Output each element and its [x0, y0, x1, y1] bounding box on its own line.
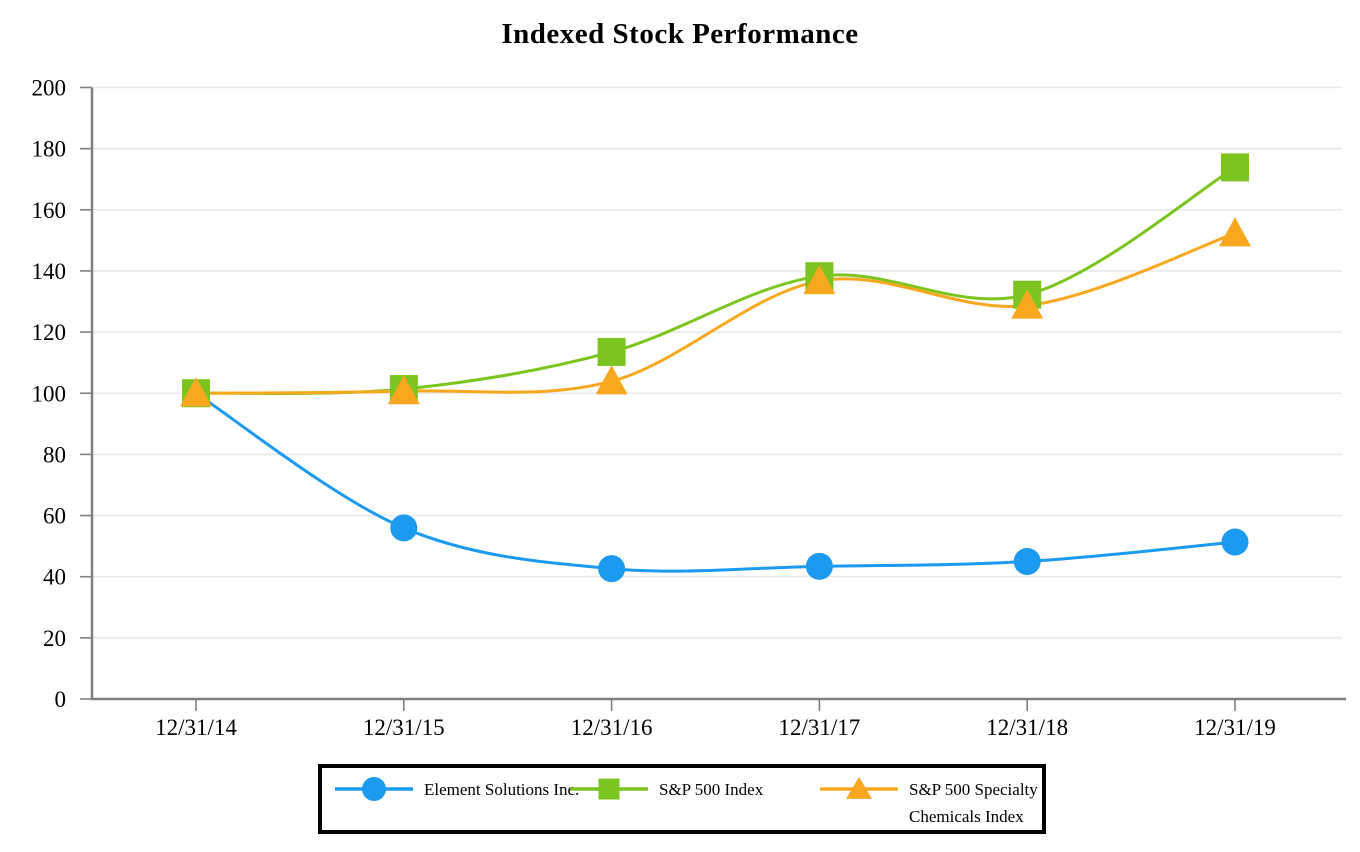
- legend: Element Solutions Inc. S&P 500 Index S&P 5…: [318, 764, 1046, 834]
- legend-marker-circle: [362, 777, 386, 801]
- series-line-0: [194, 391, 1237, 573]
- legend-triangle-swatch: [820, 777, 898, 799]
- y-axis-label: 40: [43, 565, 66, 590]
- y-axis-label: 160: [32, 198, 67, 223]
- x-axis-label: 12/31/19: [1194, 715, 1276, 740]
- data-point-circle-0-1: [390, 514, 418, 542]
- y-axis-label: 200: [32, 76, 67, 101]
- legend-square-swatch: [570, 778, 648, 800]
- x-axis-label: 12/31/18: [986, 715, 1068, 740]
- legend-label: Element Solutions Inc.: [424, 776, 579, 803]
- data-point-triangle-2-2: [595, 365, 628, 395]
- y-axis-label: 140: [32, 259, 67, 284]
- legend-marker-triangle: [846, 777, 872, 799]
- data-point-triangle-2-4: [1011, 289, 1044, 319]
- data-point-square-1-2: [597, 337, 626, 366]
- x-axis-label: 12/31/16: [571, 715, 653, 740]
- x-axis-label: 12/31/15: [363, 715, 445, 740]
- data-point-circle-0-3: [805, 552, 833, 580]
- y-axis-label: 180: [32, 137, 67, 162]
- x-axis-label: 12/31/17: [779, 715, 861, 740]
- legend-entry-0: Element Solutions Inc.: [333, 775, 579, 803]
- data-point-square-1-5: [1221, 153, 1249, 182]
- series-line-2: [194, 231, 1237, 395]
- data-point-circle-0-5: [1221, 528, 1249, 556]
- legend-label: S&P 500 Index: [659, 776, 763, 803]
- legend-label-line: S&P 500 Specialty: [909, 780, 1038, 799]
- data-point-circle-0-4: [1013, 547, 1041, 575]
- data-point-triangle-2-1: [387, 375, 420, 405]
- series-line-1: [194, 165, 1237, 395]
- legend-marker-square: [598, 778, 620, 800]
- data-point-triangle-2-0: [180, 377, 212, 407]
- y-axis-label: 0: [55, 687, 67, 712]
- x-axis-label: 12/31/14: [155, 715, 237, 740]
- legend-label: S&P 500 Specialty Chemicals Index: [909, 776, 1038, 830]
- legend-label-line: S&P 500 Index: [659, 780, 764, 799]
- y-axis-label: 60: [43, 504, 66, 529]
- data-point-triangle-2-3: [803, 265, 836, 295]
- legend-label-line: Chemicals Index: [909, 807, 1024, 826]
- data-point-circle-0-2: [598, 555, 626, 583]
- y-axis-label: 20: [43, 626, 66, 651]
- legend-entry-1: S&P 500 Index: [568, 775, 763, 803]
- y-axis-label: 80: [43, 442, 66, 467]
- chart-title: Indexed Stock Performance: [501, 18, 859, 50]
- y-axis-label: 120: [32, 320, 67, 345]
- legend-label-line: Element Solutions Inc.: [424, 780, 580, 799]
- y-axis-label: 100: [32, 381, 67, 406]
- legend-entry-2: S&P 500 Specialty Chemicals Index: [818, 775, 1038, 830]
- data-point-triangle-2-5: [1219, 217, 1251, 247]
- legend-circle-swatch: [335, 777, 413, 801]
